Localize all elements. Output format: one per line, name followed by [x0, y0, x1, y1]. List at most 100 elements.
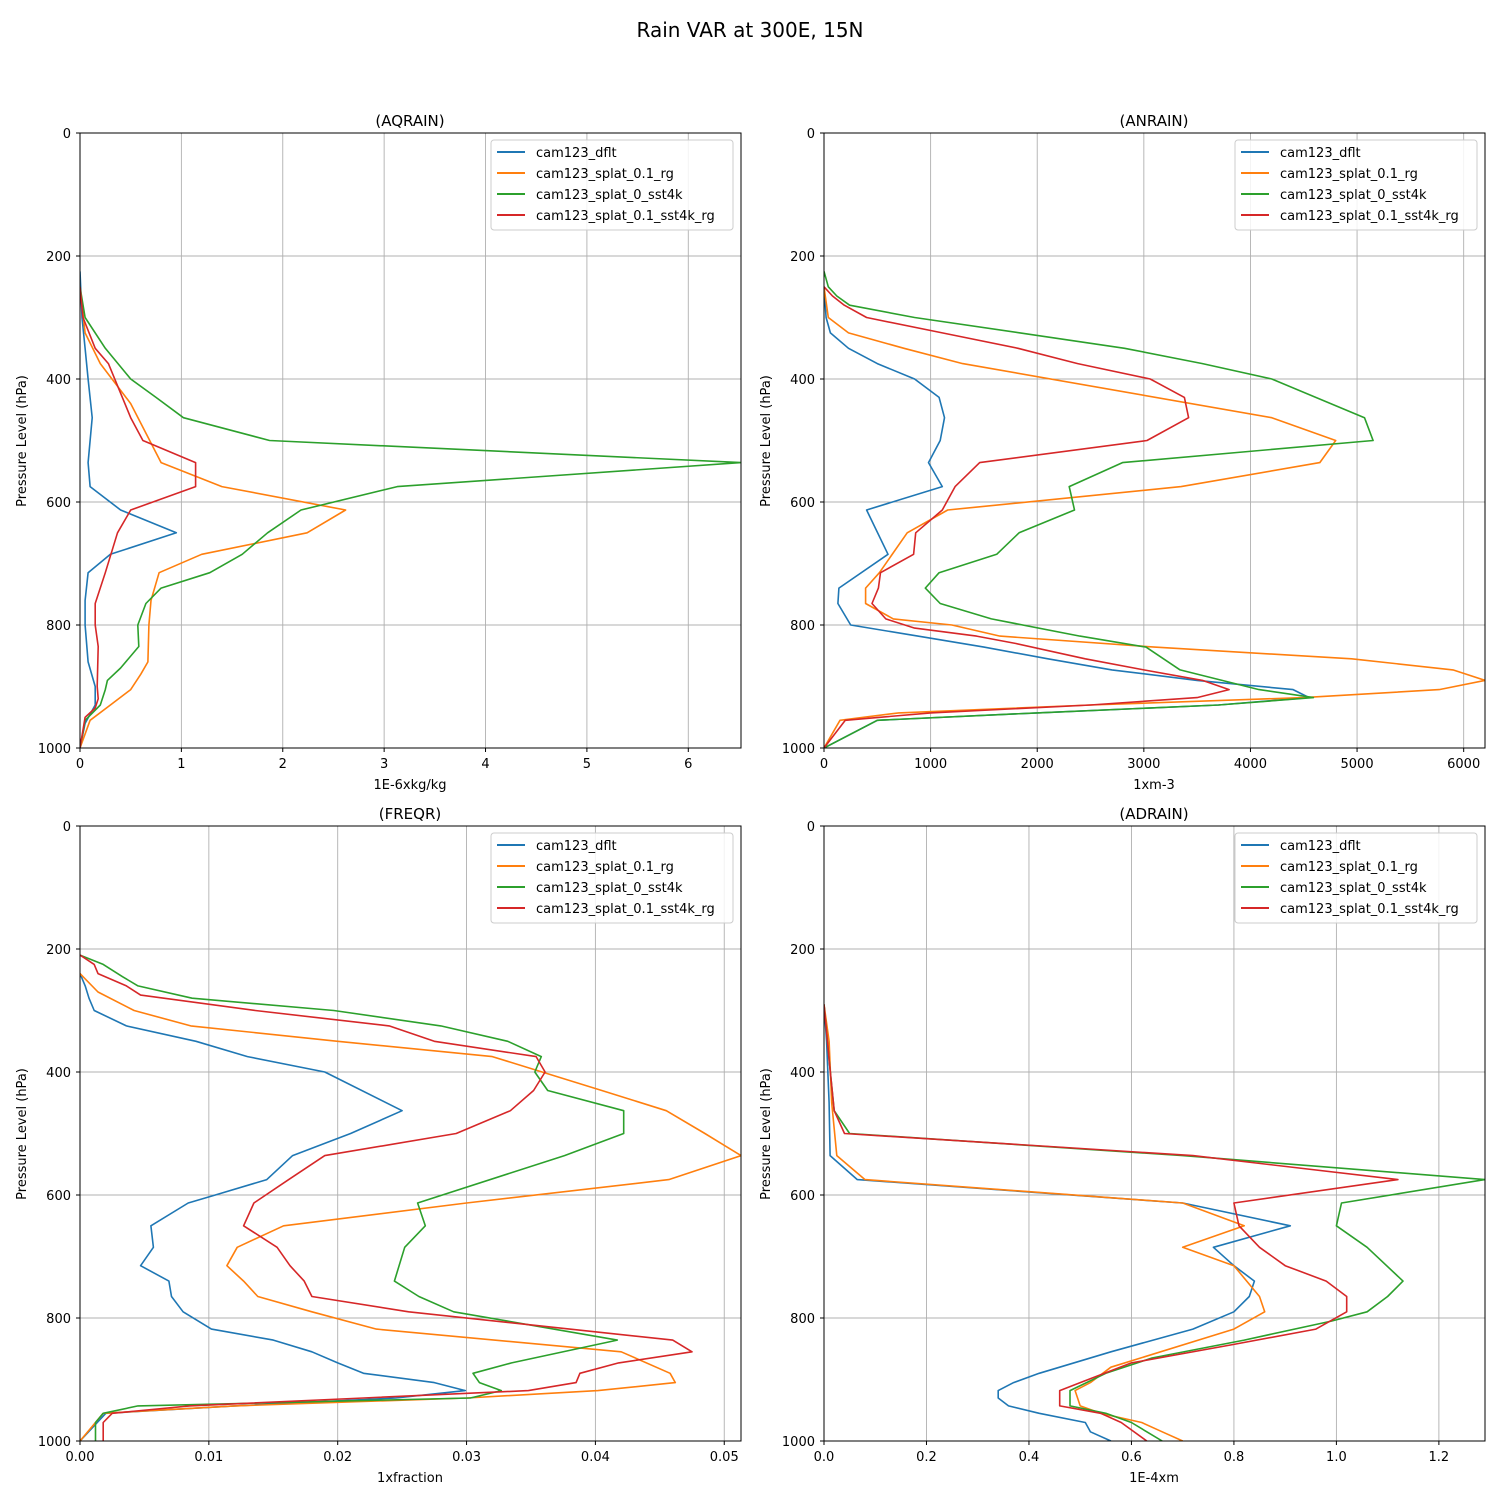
x-tick-label: 4000 — [1234, 757, 1267, 772]
y-tick-label: 1000 — [38, 742, 71, 757]
x-tick-label: 2 — [279, 757, 287, 772]
axes-frame — [79, 825, 742, 1442]
series-group — [80, 954, 741, 1441]
legend: cam123_dflt cam123_splat_0.1_rg cam123_spl… — [1234, 139, 1478, 231]
x-tick-label: 4 — [481, 757, 489, 772]
y-axis-label: Pressure Level (hPa) — [15, 375, 30, 507]
x-tick-label: 1000 — [914, 757, 947, 772]
x-tick-label: 5 — [583, 757, 591, 772]
x-tick-label: 6000 — [1447, 757, 1480, 772]
panel-freqr: (FREQR) 1xfraction Pressure Level (hPa) … — [15, 805, 742, 1486]
y-tick-label: 800 — [790, 619, 815, 634]
x-tick-label: 0.4 — [1019, 1450, 1040, 1465]
legend-box — [1234, 832, 1478, 924]
legend-label: cam123_splat_0.1_rg — [1280, 860, 1418, 875]
series-line-cam123_splat_0.1_sst4k_rg — [824, 286, 1230, 748]
x-tick-label: 0.04 — [581, 1450, 610, 1465]
x-tick-label: 1 — [177, 757, 185, 772]
y-tick-label: 800 — [46, 1312, 71, 1327]
y-axis-label: Pressure Level (hPa) — [759, 1068, 774, 1200]
legend: cam123_dflt cam123_splat_0.1_rg cam123_spl… — [1234, 832, 1478, 924]
y-axis-label: Pressure Level (hPa) — [15, 1068, 30, 1200]
axes-frame — [823, 825, 1486, 1442]
y-tick-label: 600 — [790, 496, 815, 511]
legend-label: cam123_splat_0_sst4k — [1280, 881, 1427, 896]
x-tick-label: 0 — [820, 757, 828, 772]
x-tick-label: 5000 — [1341, 757, 1374, 772]
legend-label: cam123_dflt — [1280, 839, 1361, 854]
x-tick-label: 0 — [76, 757, 84, 772]
legend-box — [490, 139, 734, 231]
legend-label: cam123_splat_0.1_sst4k_rg — [1280, 209, 1459, 224]
x-tick-label: 0.05 — [710, 1450, 739, 1465]
y-tick-label: 200 — [790, 250, 815, 265]
panel-title: (AQRAIN) — [375, 112, 444, 130]
panel-title: (ANRAIN) — [1120, 112, 1189, 130]
y-tick-label: 400 — [46, 1066, 71, 1081]
x-tick-label: 3 — [380, 757, 388, 772]
y-tick-label: 1000 — [782, 742, 815, 757]
legend: cam123_dflt cam123_splat_0.1_rg cam123_spl… — [490, 832, 734, 924]
series-line-cam123_splat_0.1_sst4k_rg — [80, 954, 693, 1441]
legend-box — [490, 832, 734, 924]
y-tick-label: 400 — [46, 373, 71, 388]
y-tick-label: 1000 — [38, 1435, 71, 1450]
series-line-cam123_dflt — [80, 271, 178, 748]
y-tick-label: 600 — [46, 496, 71, 511]
y-tick-label: 400 — [790, 373, 815, 388]
legend-label: cam123_dflt — [536, 146, 617, 161]
y-tick-label: 0 — [807, 127, 815, 142]
legend-label: cam123_splat_0_sst4k — [1280, 188, 1427, 203]
figure-title: Rain VAR at 300E, 15N — [636, 18, 863, 42]
legend-label: cam123_splat_0_sst4k — [536, 881, 683, 896]
series-group — [824, 1004, 1485, 1441]
y-tick-label: 800 — [790, 1312, 815, 1327]
legend-label: cam123_splat_0.1_rg — [536, 860, 674, 875]
x-tick-label: 3000 — [1127, 757, 1160, 772]
panel-title: (ADRAIN) — [1119, 805, 1188, 823]
y-tick-label: 600 — [790, 1189, 815, 1204]
x-tick-label: 0.02 — [323, 1450, 352, 1465]
legend-label: cam123_dflt — [536, 839, 617, 854]
series-line-cam123_splat_0.1_sst4k_rg — [80, 286, 197, 748]
x-tick-label: 1.2 — [1429, 1450, 1450, 1465]
series-line-cam123_splat_0.1_rg — [824, 286, 1485, 748]
y-tick-label: 200 — [46, 943, 71, 958]
y-tick-label: 0 — [63, 820, 71, 835]
series-line-cam123_dflt — [80, 973, 467, 1441]
y-tick-label: 400 — [790, 1066, 815, 1081]
axes-frame — [823, 132, 1486, 749]
series-line-cam123_splat_0_sst4k — [824, 271, 1374, 748]
series-group — [80, 271, 741, 748]
series-line-cam123_splat_0.1_rg — [80, 286, 347, 748]
legend-label: cam123_splat_0.1_rg — [1280, 167, 1418, 182]
series-line-cam123_splat_0.1_rg — [80, 973, 741, 1441]
legend-label: cam123_dflt — [1280, 146, 1361, 161]
legend-label: cam123_splat_0.1_sst4k_rg — [1280, 902, 1459, 917]
series-line-cam123_splat_0_sst4k — [80, 286, 741, 748]
legend-label: cam123_splat_0.1_rg — [536, 167, 674, 182]
legend: cam123_dflt cam123_splat_0.1_rg cam123_spl… — [490, 139, 734, 231]
series-group — [824, 271, 1485, 748]
y-tick-label: 200 — [790, 943, 815, 958]
x-tick-label: 0.01 — [194, 1450, 223, 1465]
y-tick-label: 200 — [46, 250, 71, 265]
x-axis-label: 1xm-3 — [1133, 778, 1175, 793]
x-axis-label: 1E-6xkg/kg — [373, 778, 446, 793]
x-tick-label: 0.6 — [1121, 1450, 1142, 1465]
x-tick-label: 0.2 — [916, 1450, 937, 1465]
x-tick-label: 1.0 — [1326, 1450, 1347, 1465]
y-tick-label: 0 — [807, 820, 815, 835]
panel-aqrain: (AQRAIN) 1E-6xkg/kg Pressure Level (hPa)… — [15, 112, 742, 793]
x-tick-label: 2000 — [1021, 757, 1054, 772]
y-axis-label: Pressure Level (hPa) — [759, 375, 774, 507]
panel-title: (FREQR) — [379, 805, 441, 823]
x-tick-label: 0.00 — [66, 1450, 95, 1465]
x-tick-label: 0.8 — [1224, 1450, 1245, 1465]
legend-label: cam123_splat_0_sst4k — [536, 188, 683, 203]
x-tick-label: 0.0 — [814, 1450, 835, 1465]
legend-label: cam123_splat_0.1_sst4k_rg — [536, 209, 715, 224]
series-line-cam123_dflt — [824, 1004, 1292, 1441]
y-tick-label: 600 — [46, 1189, 71, 1204]
y-tick-label: 1000 — [782, 1435, 815, 1450]
